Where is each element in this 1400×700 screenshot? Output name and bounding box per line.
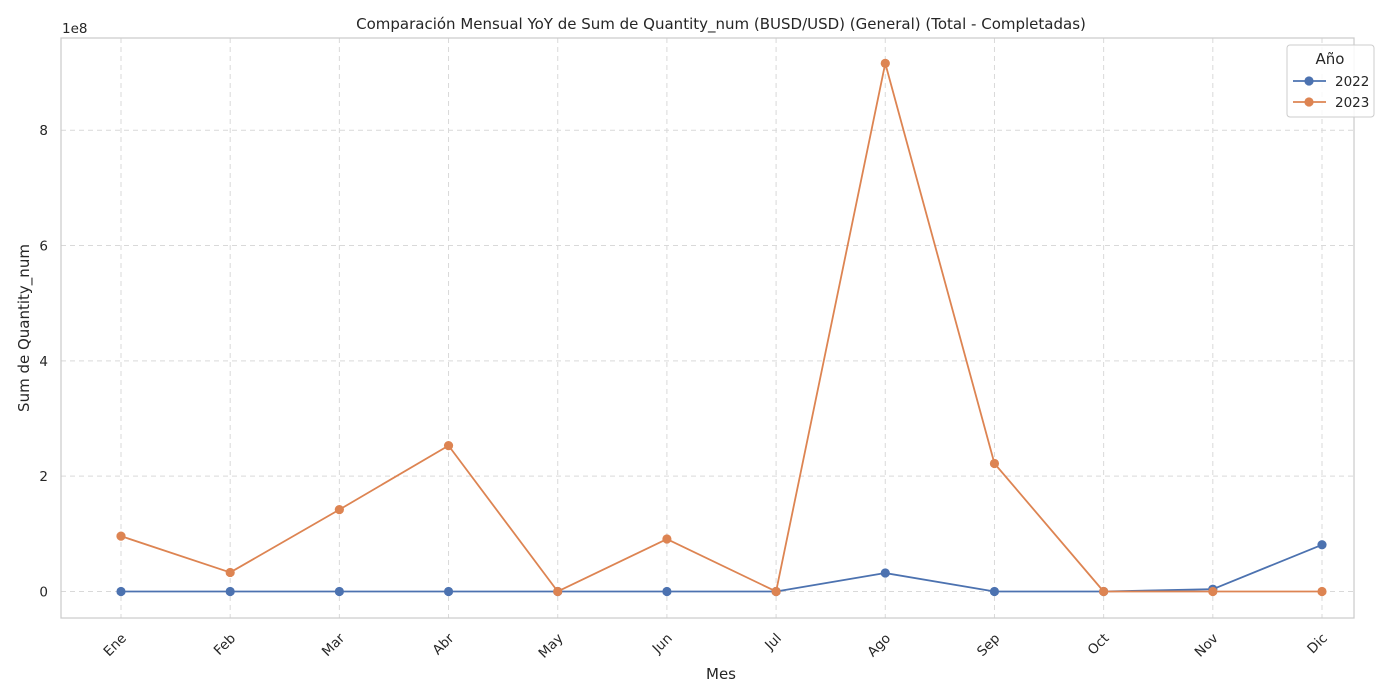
x-tick-label: Dic [1304,631,1331,658]
x-tick-labels: Ene Feb Mar Abr May Jun Jul Ago Sep Oct Nov Dic [101,630,1331,661]
y-tick-label: 4 [39,354,48,370]
y-axis-label: Sum de Quantity_num [15,244,34,412]
data-point-2023 [225,567,235,578]
y-tick-label: 0 [39,584,48,600]
x-tick-label: Oct [1085,631,1113,659]
data-point-2023 [116,531,126,541]
x-tick-label: Nov [1192,631,1222,661]
x-axis-label: Mes [706,665,736,683]
data-point-2022 [662,586,672,597]
legend-title: Año [1316,50,1345,68]
x-tick-label: May [535,631,566,662]
legend-items: 2022 2023 [1293,74,1369,111]
data-point-2022 [1317,540,1327,550]
legend-label-2023: 2023 [1335,95,1369,111]
data-point-2023 [771,586,781,597]
data-point-2023 [880,58,890,68]
grid [61,38,1354,618]
data-point-2023 [662,534,672,544]
data-point-2022 [225,586,235,597]
data-point-2023 [553,586,563,597]
data-point-2022 [116,586,126,597]
x-tick-label: Mar [319,630,349,660]
series-layer [116,58,1327,597]
data-point-2023 [443,441,454,451]
series-line-2023 [120,62,1322,593]
x-tick-label: Ene [101,631,130,660]
x-tick-label: Abr [430,630,458,658]
legend-marker-2022 [1304,76,1314,86]
x-tick-label: Jun [649,631,676,658]
data-point-2023 [1317,586,1327,597]
legend-label-2022: 2022 [1335,74,1369,90]
data-point-2022 [989,586,1000,597]
data-point-2022 [334,586,344,597]
chart-title: Comparación Mensual YoY de Sum de Quanti… [356,15,1086,34]
data-point-2022 [880,568,890,578]
data-point-2023 [334,505,344,515]
data-point-2023 [1208,586,1218,597]
data-point-2023 [1099,586,1109,597]
y-offset-label: 1e8 [62,21,87,37]
y-tick-label: 8 [39,123,48,139]
x-tick-label: Sep [974,631,1003,660]
plot-background [61,38,1354,618]
x-tick-label: Ago [864,631,894,661]
y-tick-label: 2 [39,469,48,485]
data-point-2023 [989,458,1000,469]
y-tick-labels: 0 2 4 6 8 [39,123,48,600]
data-point-2022 [443,586,454,597]
legend: Año 2022 2023 [1286,44,1375,118]
x-tick-label: Feb [211,631,239,659]
y-tick-label: 6 [39,239,48,255]
x-tick-label: Jul [761,631,785,655]
legend-marker-2023 [1304,97,1314,107]
plot-frame [60,37,1355,619]
